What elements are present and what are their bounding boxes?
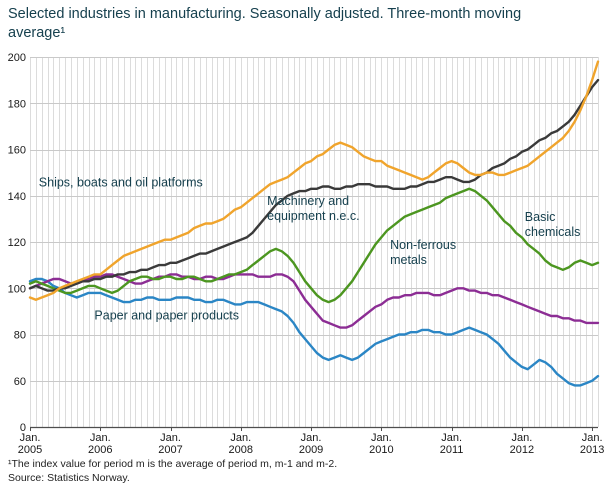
series-line [28,273,600,329]
y-tick-label: 160 [8,145,26,157]
x-tick-month: Jan. [582,432,603,444]
x-tick-month: Jan. [90,432,111,444]
series-label: Machinery and [267,194,349,208]
y-axis-labels: 0 60 80 100 120 140 160 180 200 [8,52,26,434]
x-tick-year: 2008 [229,444,253,456]
series-line [28,78,600,292]
x-tick-month: Jan. [301,432,322,444]
footnote-definition: ¹The index value for period m is the ave… [8,458,338,470]
series-line [28,60,600,301]
y-tick-label: 80 [14,330,26,342]
x-tick-month: Jan. [20,432,41,444]
x-tick-year: 2011 [440,444,464,456]
series-label: Ships, boats and oil platforms [39,176,203,190]
x-tick-year: 2012 [510,444,534,456]
series-lines [28,60,600,387]
x-tick-year: 2005 [18,444,42,456]
x-tick-year: 2009 [299,444,323,456]
gridlines [30,57,599,427]
x-tick-month: Jan. [441,432,462,444]
y-tick-label: 180 [8,98,26,110]
x-tick-month: Jan. [160,432,181,444]
y-tick-label: 120 [8,237,26,249]
series-label: Non-ferrous [390,238,456,252]
chart-footnotes: ¹The index value for period m is the ave… [8,457,598,485]
y-tick-label: 60 [14,376,26,388]
source-note: Source: Statistics Norway. [8,472,130,485]
series-label: equipment n.e.c. [267,209,359,223]
series-label: chemicals [525,225,581,239]
chart-canvas: 06080100120140160180200Jan.2005Jan.2006J… [8,52,605,456]
x-axis [30,426,598,431]
x-axis-labels: Jan.2005Jan.2006Jan.2007Jan.2008Jan.2009… [18,432,605,456]
x-tick-year: 2013 [580,444,604,456]
y-tick-label: 0 [20,422,26,434]
x-tick-year: 2007 [158,444,182,456]
y-tick-label: 200 [8,52,26,64]
series-label: Paper and paper products [94,308,239,322]
series-label: Basic [525,210,556,224]
series-line [28,187,600,304]
series-labels: Ships, boats and oil platforms Machinery … [39,176,581,323]
chart-title: Selected industries in manufacturing. Se… [8,6,522,42]
y-tick-label: 140 [8,191,26,203]
y-tick-label: 100 [8,283,26,295]
x-tick-month: Jan. [230,432,251,444]
x-tick-year: 2006 [88,444,112,456]
series-label: metals [390,253,427,267]
x-tick-month: Jan. [371,432,392,444]
x-tick-month: Jan. [511,432,532,444]
series-line [28,277,600,387]
x-tick-year: 2010 [369,444,393,456]
